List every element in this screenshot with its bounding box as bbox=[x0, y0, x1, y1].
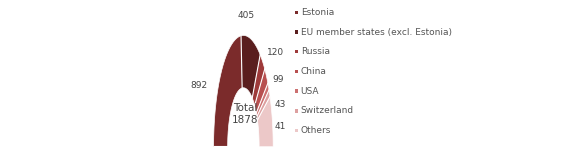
Text: USA: USA bbox=[301, 87, 319, 96]
Polygon shape bbox=[252, 55, 265, 105]
Text: Total
1878: Total 1878 bbox=[231, 103, 258, 125]
Polygon shape bbox=[214, 36, 242, 146]
Bar bbox=[295, 30, 299, 34]
Polygon shape bbox=[256, 83, 269, 117]
Text: Russia: Russia bbox=[301, 47, 329, 56]
Bar bbox=[295, 11, 299, 14]
Polygon shape bbox=[257, 97, 273, 146]
Text: 41: 41 bbox=[274, 122, 285, 131]
Polygon shape bbox=[254, 69, 268, 113]
Text: Estonia: Estonia bbox=[301, 8, 334, 17]
Bar bbox=[295, 109, 299, 113]
Text: 892: 892 bbox=[190, 81, 207, 90]
Polygon shape bbox=[241, 35, 260, 98]
Text: 120: 120 bbox=[267, 48, 284, 57]
Text: EU member states (excl. Estonia): EU member states (excl. Estonia) bbox=[301, 28, 452, 36]
Bar bbox=[295, 89, 299, 93]
Text: China: China bbox=[301, 67, 327, 76]
Text: 99: 99 bbox=[272, 75, 284, 84]
Text: Others: Others bbox=[301, 126, 331, 135]
Bar bbox=[295, 50, 299, 53]
Bar bbox=[295, 70, 299, 73]
Bar bbox=[295, 129, 299, 132]
Text: Switzerland: Switzerland bbox=[301, 106, 354, 115]
Polygon shape bbox=[257, 90, 270, 120]
Text: 405: 405 bbox=[237, 11, 254, 20]
Text: 43: 43 bbox=[274, 100, 285, 109]
